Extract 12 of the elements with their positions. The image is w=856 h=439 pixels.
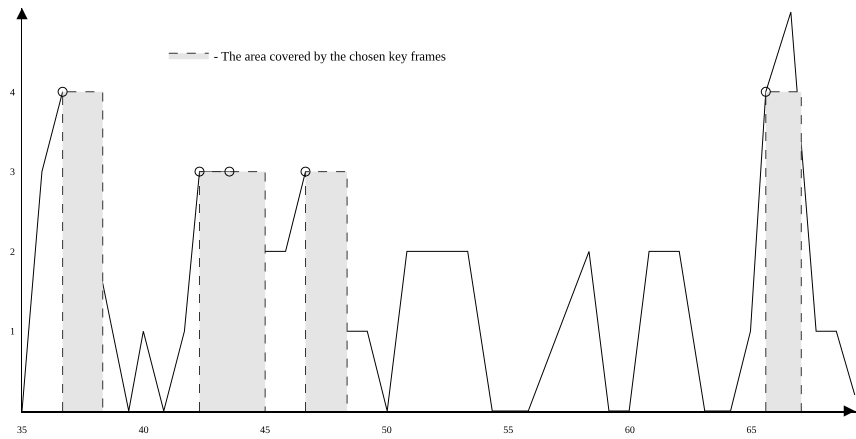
y-tick-label: 1 xyxy=(10,326,15,338)
x-tick-label: 60 xyxy=(624,424,635,436)
x-tick-label: 65 xyxy=(746,424,756,436)
legend-label: - The area covered by the chosen key frames xyxy=(214,48,446,64)
x-tick-label: 40 xyxy=(138,424,149,436)
y-tick-label: 4 xyxy=(10,87,15,98)
y-tick-label: 3 xyxy=(10,167,15,178)
x-tick-label: 50 xyxy=(382,424,392,436)
y-tick-label: 2 xyxy=(10,246,15,258)
x-tick-label: 35 xyxy=(17,424,27,436)
x-tick-label: 45 xyxy=(260,424,270,436)
x-tick-label: 55 xyxy=(503,424,514,436)
